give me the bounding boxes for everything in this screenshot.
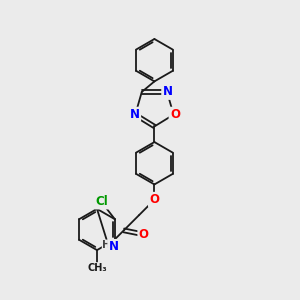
Text: O: O (139, 228, 149, 241)
Text: O: O (149, 193, 159, 206)
Text: CH₃: CH₃ (87, 263, 107, 273)
Text: N: N (109, 240, 119, 254)
Text: N: N (163, 85, 173, 98)
Text: N: N (130, 108, 140, 121)
Text: H: H (102, 240, 111, 250)
Text: O: O (170, 108, 180, 121)
Text: Cl: Cl (95, 195, 108, 208)
